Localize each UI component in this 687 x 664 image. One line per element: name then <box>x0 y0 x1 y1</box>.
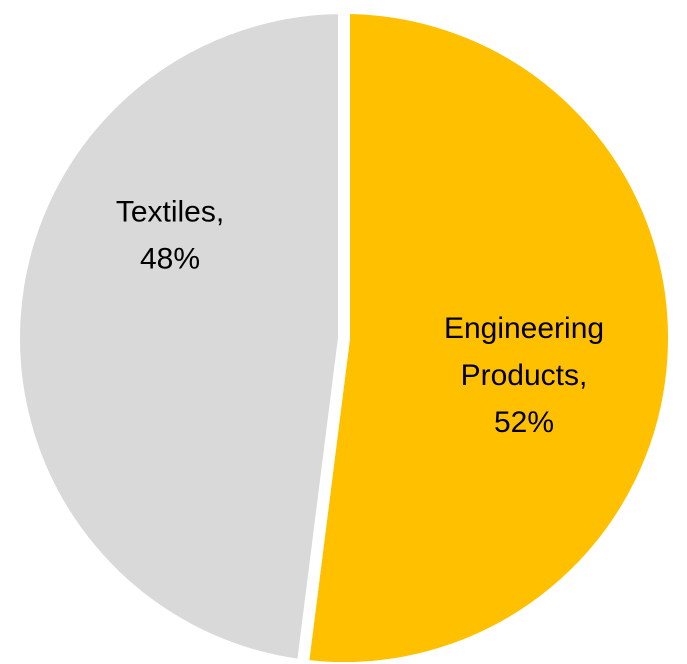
pie-label-textiles: Textiles, 48% <box>116 196 224 276</box>
pie-slice-textiles <box>8 2 350 664</box>
pie-label-line: Engineering <box>444 312 604 345</box>
pie-label-line: 48% <box>140 243 200 276</box>
pie-label-engineering-products: Engineering Products, 52% <box>444 312 604 439</box>
pie-label-line: Products, <box>461 359 588 392</box>
pie-label-line: 52% <box>494 406 554 439</box>
pie-slices <box>8 2 680 664</box>
pie-slice-engineering-products <box>296 2 680 664</box>
pie-label-line: Textiles, <box>116 196 224 229</box>
pie-labels: Engineering Products, 52% Textiles, 48% <box>116 196 604 440</box>
